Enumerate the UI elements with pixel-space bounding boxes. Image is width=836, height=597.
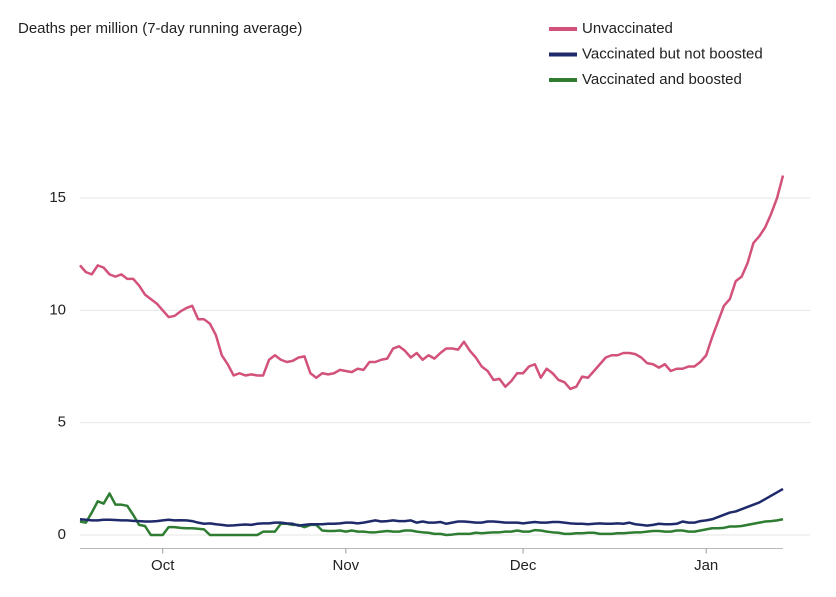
series-line (79, 492, 784, 537)
legend-label: Vaccinated but not boosted (582, 45, 763, 62)
series-line (79, 175, 785, 391)
x-tick-label: Oct (151, 557, 175, 574)
x-tick-label: Jan (694, 557, 718, 574)
y-tick-label: 0 (58, 526, 66, 543)
y-tick-label: 5 (58, 414, 66, 431)
y-tick-label: 15 (49, 189, 66, 206)
x-tick-label: Nov (332, 557, 359, 574)
x-tick-label: Dec (510, 557, 537, 574)
series-line (79, 487, 784, 527)
legend-label: Vaccinated and boosted (582, 71, 742, 88)
y-tick-label: 10 (49, 301, 66, 318)
legend-label: Unvaccinated (582, 20, 673, 37)
y-axis-title: Deaths per million (7-day running averag… (18, 20, 302, 37)
